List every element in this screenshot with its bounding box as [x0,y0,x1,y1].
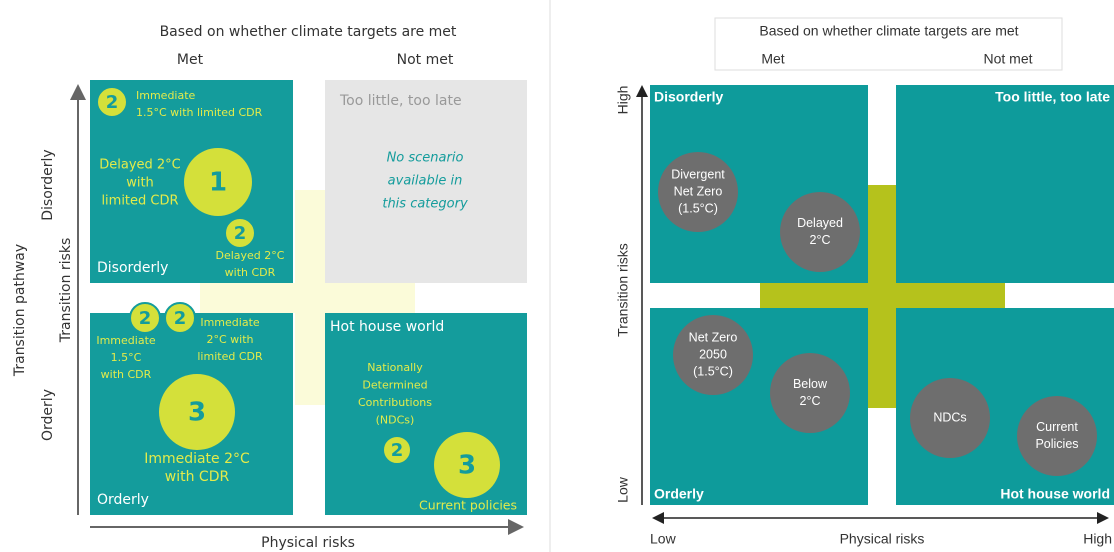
scenario-text: 2°C [810,233,831,247]
scenario-text: with CDR [101,368,152,381]
scenario-marker [224,217,256,249]
quadrant-label: Too little, too late [995,89,1110,105]
axis-subtitle: Transition risks [58,238,74,344]
scenario-text: Current [1036,420,1078,434]
row-label: Disorderly [40,149,56,220]
scenario-text: this category [382,197,468,212]
scenario-marker [434,432,500,498]
scenario-number: 2 [234,223,247,244]
scenario-marker [658,152,738,232]
scenario-marker [129,302,161,334]
scenario-text: Delayed 2°C [99,158,181,173]
quadrant-label: Disorderly [654,89,723,105]
scenario-text: Divergent [671,167,725,181]
quadrant [325,313,527,515]
scenario-text: (NDCs) [376,414,415,427]
scenario-number: 3 [188,398,206,428]
scenario-text: with CDR [225,266,276,279]
column-label: Not met [983,51,1032,67]
scenario-text: Current policies [419,498,517,513]
scenario-text: Immediate [136,89,196,102]
scenario-marker [780,192,860,272]
scenario-number: 2 [106,92,119,113]
scenario-text: (1.5°C) [678,201,718,215]
quadrant-label: Too little, too late [339,93,462,109]
axis-end: Low [615,476,631,503]
quadrant-label: Orderly [654,486,704,502]
scenario-text: Immediate [200,316,260,329]
scenario-text: Contributions [358,396,432,409]
axis-title: Physical risks [261,535,355,551]
scenario-text: Immediate 2°C [144,451,250,467]
scenario-marker [673,315,753,395]
column-label: Not met [397,52,454,68]
scenario-text: 2050 [699,347,727,361]
quadrant-label: Hot house world [330,319,444,335]
quadrant [896,85,1114,283]
scenario-number: 3 [458,451,476,481]
scenario-marker [96,86,128,118]
header: Based on whether climate targets are met [160,24,457,40]
scenario-marker [184,148,252,216]
header: Based on whether climate targets are met [759,23,1018,39]
scenario-text: Net Zero [674,184,723,198]
scenario-text: NDCs [933,410,966,424]
column-label: Met [761,51,784,67]
scenario-number: 1 [209,168,227,198]
axis-title: Transition pathway [12,244,28,377]
scenario-text: Immediate [96,334,156,347]
column-label: Met [177,52,204,68]
scenario-text: No scenario [387,151,464,166]
scenario-text: Determined [362,379,427,392]
cross-horizontal [200,283,415,313]
scenario-text: 1.5°C [111,351,142,364]
axis-title: Physical risks [840,531,925,547]
scenario-text: (1.5°C) [693,364,733,378]
scenario-text: limited CDR [101,194,178,209]
axis-end: High [1083,531,1112,547]
scenario-marker [382,435,412,465]
scenario-text: limited CDR [197,350,263,363]
scenario-number: 2 [391,440,404,461]
scenario-number: 2 [139,308,152,329]
cross-horizontal [760,283,1005,308]
row-label: Orderly [40,389,56,441]
scenario-marker [770,353,850,433]
scenario-text: Delayed [797,216,843,230]
quadrant [325,80,527,283]
axis-title: Transition risks [615,243,631,337]
scenario-marker [159,374,235,450]
header-box [714,17,1063,71]
scenario-text: 2°C [800,394,821,408]
scenario-text: Net Zero [689,330,738,344]
scenario-number: 2 [174,308,187,329]
scenario-text: 2°C with [206,333,253,346]
scenario-marker [164,302,196,334]
quadrant-label: Hot house world [1000,486,1110,502]
axis-end: Low [650,531,677,547]
scenario-text: Policies [1035,437,1078,451]
scenario-text: 1.5°C with limited CDR [136,106,263,119]
scenario-marker [1017,396,1097,476]
quadrant-label: Disorderly [97,260,168,276]
scenario-text: Nationally [367,361,423,374]
scenario-text: Delayed 2°C [216,249,285,262]
scenario-text: with [126,176,154,191]
scenario-text: available in [388,174,463,189]
scenario-text: with CDR [165,469,230,485]
quadrant-label: Orderly [97,492,149,508]
scenario-text: Below [793,377,828,391]
scenario-marker [910,378,990,458]
axis-end: High [615,86,631,115]
